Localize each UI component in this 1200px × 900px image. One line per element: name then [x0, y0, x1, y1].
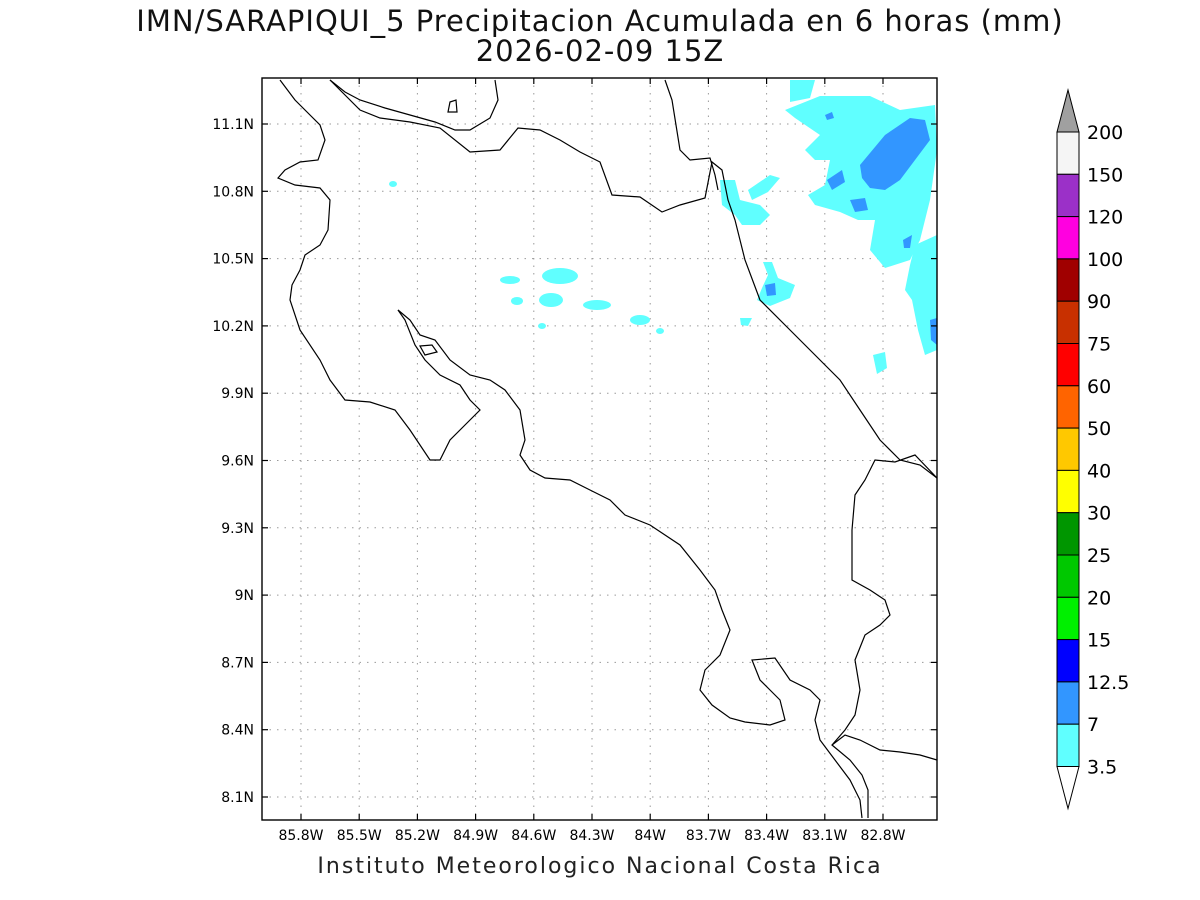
nicoya-gulf-inner	[397, 309, 863, 819]
precip-area-light	[500, 276, 520, 284]
colorbar-arrow-bottom	[1056, 766, 1080, 811]
precip-area-light	[790, 80, 815, 102]
colorbar-label: 75	[1087, 334, 1111, 356]
lat-tick-label: 8.7N	[221, 655, 254, 671]
precip-area-moderate	[903, 235, 912, 248]
colorbar-label: 40	[1087, 460, 1111, 482]
lon-tick-label: 84W	[634, 828, 666, 844]
precip-area-light	[656, 328, 664, 334]
precip-area-moderate	[825, 112, 834, 120]
colorbar-label: 90	[1087, 291, 1111, 313]
map-frame	[261, 77, 938, 821]
precip-area-moderate	[765, 283, 776, 296]
lat-tick-label: 8.1N	[221, 790, 254, 806]
colorbar-label: 50	[1087, 418, 1111, 440]
longitude-axis: 85.8W 85.5W 85.2W 84.9W 84.6W 84.3W 84W 83.7W 83…	[278, 78, 906, 844]
colorbar-label: 7	[1087, 714, 1099, 736]
footer-credit: Instituto Meteorologico Nacional Costa R…	[317, 854, 883, 879]
precip-area-light	[740, 318, 752, 326]
lon-tick-label: 85.5W	[337, 828, 382, 844]
colorbar-segment	[1056, 131, 1080, 175]
lat-tick-label: 8.4N	[221, 723, 254, 739]
colorbar-legend: 200 150 120 100 90 75 60 50 40 30 25 20 15 12.5 7 3.5	[1056, 88, 1129, 811]
colorbar-label: 100	[1087, 249, 1123, 271]
lat-tick-label: 9.6N	[221, 454, 254, 470]
lon-tick-label: 83.1W	[802, 828, 847, 844]
colorbar-label: 150	[1087, 164, 1123, 186]
precip-area-light	[583, 300, 611, 310]
lon-tick-label: 85.2W	[395, 828, 440, 844]
lat-tick-label: 9N	[235, 588, 254, 604]
colorbar-segment	[1056, 343, 1080, 387]
map-title: IMN/SARAPIQUI_5 Precipitacion Acumulada …	[136, 4, 1064, 38]
colorbar-label: 20	[1087, 587, 1111, 609]
island-chira	[419, 344, 439, 356]
precip-area-light	[873, 352, 887, 374]
precip-area-light	[720, 180, 770, 225]
colorbar-segment	[1056, 258, 1080, 302]
precip-area-light	[511, 297, 523, 305]
panama-border	[831, 454, 938, 818]
precip-area-light	[542, 268, 578, 284]
precip-area-moderate	[930, 318, 937, 345]
colorbar-segment	[1056, 596, 1080, 641]
precip-area-light	[757, 262, 795, 306]
lake-nicaragua-west	[276, 79, 481, 461]
lake-nicaragua-shore	[329, 79, 499, 131]
lon-tick-label: 83.4W	[744, 828, 789, 844]
grid-lines	[262, 78, 937, 820]
caribbean-coast-north	[664, 79, 719, 191]
lon-tick-label: 85.8W	[278, 828, 323, 844]
colorbar-segment	[1056, 216, 1080, 260]
precip-area-light	[538, 323, 546, 329]
lon-tick-label: 84.6W	[511, 828, 556, 844]
colorbar-segment	[1056, 639, 1080, 683]
colorbar-label: 200	[1087, 122, 1123, 144]
colorbar-label: 120	[1087, 207, 1123, 229]
colorbar-label: 25	[1087, 545, 1111, 567]
lon-tick-label: 82.8W	[860, 828, 905, 844]
colorbar-segment	[1056, 173, 1080, 218]
precip-area-moderate	[850, 198, 868, 212]
precip-area-moderate	[827, 170, 845, 190]
precip-area-light	[389, 181, 397, 187]
precip-area-light	[630, 315, 650, 325]
colorbar-segment	[1056, 681, 1080, 725]
colorbar-segment	[1056, 300, 1080, 345]
colorbar-label: 60	[1087, 376, 1111, 398]
burica-coast	[831, 734, 938, 761]
lon-tick-label: 84.9W	[453, 828, 498, 844]
island-north	[447, 99, 458, 113]
latitude-axis: 11.1N 10.8N 10.5N 10.2N 9.9N 9.6N 9.3N 9N 8.7N 8.…	[212, 117, 937, 806]
lon-tick-label: 84.3W	[569, 828, 614, 844]
colorbar-segment	[1056, 512, 1080, 556]
colorbar-segment	[1056, 427, 1080, 471]
lon-tick-label: 83.7W	[686, 828, 731, 844]
lat-tick-label: 10.5N	[212, 252, 254, 268]
colorbar-arrow-top	[1056, 88, 1080, 133]
nicaragua-border	[329, 79, 938, 479]
colorbar-label: 15	[1087, 630, 1111, 652]
precip-area-light	[539, 293, 563, 307]
lat-tick-label: 10.2N	[212, 319, 254, 335]
precipitation-shading	[389, 80, 937, 374]
map-subtitle-datetime: 2026-02-09 15Z	[475, 34, 725, 68]
colorbar-label: 30	[1087, 503, 1111, 525]
lat-tick-label: 9.9N	[221, 386, 254, 402]
precip-area-moderate	[860, 118, 930, 190]
colorbar-label: 3.5	[1087, 757, 1117, 779]
colorbar-label: 12.5	[1087, 672, 1129, 694]
colorbar-segment	[1056, 469, 1080, 514]
colorbar-segment	[1056, 723, 1080, 768]
colorbar-segment	[1056, 385, 1080, 429]
precip-area-light	[905, 235, 937, 355]
lat-tick-label: 10.8N	[212, 184, 254, 200]
colorbar-segment	[1056, 554, 1080, 598]
coastline-borders	[276, 79, 938, 819]
precip-area-light	[748, 175, 780, 200]
lat-tick-label: 11.1N	[212, 117, 254, 133]
lat-tick-label: 9.3N	[221, 521, 254, 537]
